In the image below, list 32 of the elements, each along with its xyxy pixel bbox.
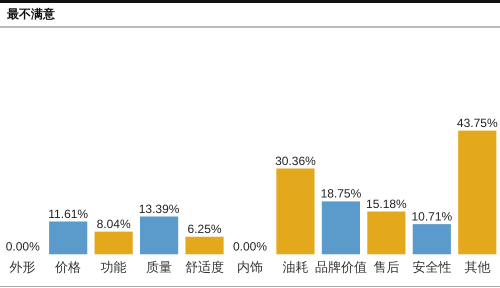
data-label: 6.25% xyxy=(188,222,222,236)
data-label: 30.36% xyxy=(275,154,316,168)
x-tick-label: 舒适度 xyxy=(185,260,224,276)
data-label: 0.00% xyxy=(232,240,268,254)
data-label: 10.71% xyxy=(411,209,452,224)
data-label: 43.75% xyxy=(456,116,498,130)
x-tick-label: 售后 xyxy=(373,260,400,276)
data-label: 13.39% xyxy=(138,202,180,216)
bar xyxy=(412,224,451,254)
bar xyxy=(49,222,88,254)
bar xyxy=(367,211,406,254)
bar xyxy=(458,130,496,254)
data-label: 8.04% xyxy=(96,216,131,231)
data-label: 18.75% xyxy=(320,186,362,201)
x-tick-label: 安全性 xyxy=(412,260,452,276)
x-tick-label: 质量 xyxy=(146,260,172,276)
x-tick-label: 油耗 xyxy=(282,260,308,276)
x-tick-label: 价格 xyxy=(54,260,82,276)
x-tick-label: 外形 xyxy=(10,260,36,276)
bar xyxy=(276,168,315,254)
bar xyxy=(322,201,360,254)
x-tick-label: 功能 xyxy=(100,260,127,276)
data-label: 0.00% xyxy=(6,240,40,254)
x-tick-label: 内饰 xyxy=(237,260,263,276)
bar xyxy=(185,236,224,254)
bar xyxy=(140,216,178,254)
bar xyxy=(94,232,133,254)
x-tick-label: 其他 xyxy=(464,260,490,276)
data-label: 11.61% xyxy=(48,206,88,221)
chart-title: 最不满意 xyxy=(6,6,55,23)
data-label: 15.18% xyxy=(366,196,408,211)
x-tick-label: 品牌价值 xyxy=(314,260,367,276)
